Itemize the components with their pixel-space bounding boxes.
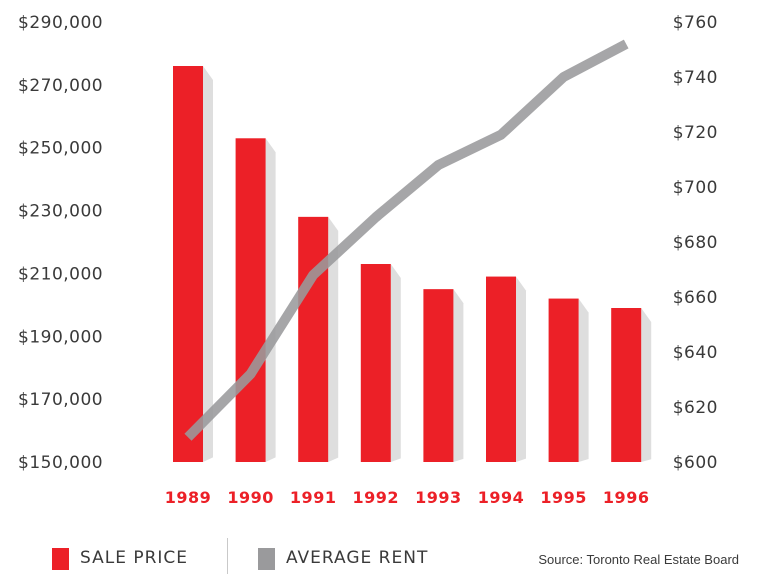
bar-shadow [516,276,526,462]
legend: SALE PRICE AVERAGE RENT Source: Toronto … [0,538,761,574]
x-axis-year-label: 1989 [165,488,212,507]
x-axis-year-label: 1991 [290,488,337,507]
right-axis-tick-label: $660 [673,288,718,308]
right-axis-tick-label: $740 [673,68,718,88]
left-axis-tick-label: $190,000 [18,327,103,347]
right-axis-tick-label: $760 [673,13,718,33]
left-axis-tick-label: $270,000 [18,76,103,96]
right-axis-tick-label: $600 [673,453,718,473]
sale-price-bar [486,276,516,462]
sale-price-bar [360,264,391,462]
x-axis-year-label: 1993 [415,488,462,507]
sale-price-bar [548,298,579,462]
legend-average-rent-label: AVERAGE RENT [286,548,429,568]
bar-shadow [453,289,464,462]
sale-price-bar [423,289,454,462]
legend-sale-price-swatch [52,548,69,570]
left-axis-tick-label: $210,000 [18,264,103,284]
right-axis-tick-label: $720 [673,123,718,143]
left-axis-tick-label: $290,000 [18,13,103,33]
x-axis-year-label: 1996 [603,488,650,507]
bar-shadow [265,138,276,463]
right-axis-tick-label: $700 [673,178,718,198]
x-axis: 1989 1990 1991 1992 1993 1994 1995 1996 [165,488,650,507]
left-axis-tick-label: $150,000 [18,453,103,473]
left-axis-tick-label: $250,000 [18,139,103,159]
left-axis-tick-label: $230,000 [18,202,103,222]
x-axis-year-label: 1992 [353,488,400,507]
left-axis-tick-label: $170,000 [18,390,103,410]
average-rent-line [184,39,629,441]
sale-price-bar [611,308,642,462]
left-axis: $150,000 $170,000 $190,000 $210,000 $230,000… [18,13,103,473]
right-axis-tick-label: $640 [673,343,718,363]
rent-line-group [184,39,629,441]
bar-shadow [641,308,652,462]
x-axis-year-label: 1995 [540,488,587,507]
x-axis-year-label: 1990 [227,488,274,507]
right-axis: $600 $620 $640 $660 $680 $700 $720 $740 $760 [673,13,718,473]
right-axis-tick-label: $680 [673,233,718,253]
legend-sale-price-label: SALE PRICE [80,548,189,568]
x-axis-year-label: 1994 [478,488,525,507]
sale-price-bar [298,216,329,462]
bar-shadow [578,298,589,462]
bar-shadow [390,264,401,462]
sale-price-bar [173,66,203,462]
legend-divider [227,538,228,574]
sale-price-bar [235,138,266,463]
bars [173,66,642,463]
bar-shadows [203,66,652,463]
source-note: Source: Toronto Real Estate Board [538,552,739,567]
legend-average-rent-swatch [258,548,275,570]
bar-shadow [328,216,339,462]
bar-shadow [203,66,213,462]
right-axis-tick-label: $620 [673,398,718,418]
